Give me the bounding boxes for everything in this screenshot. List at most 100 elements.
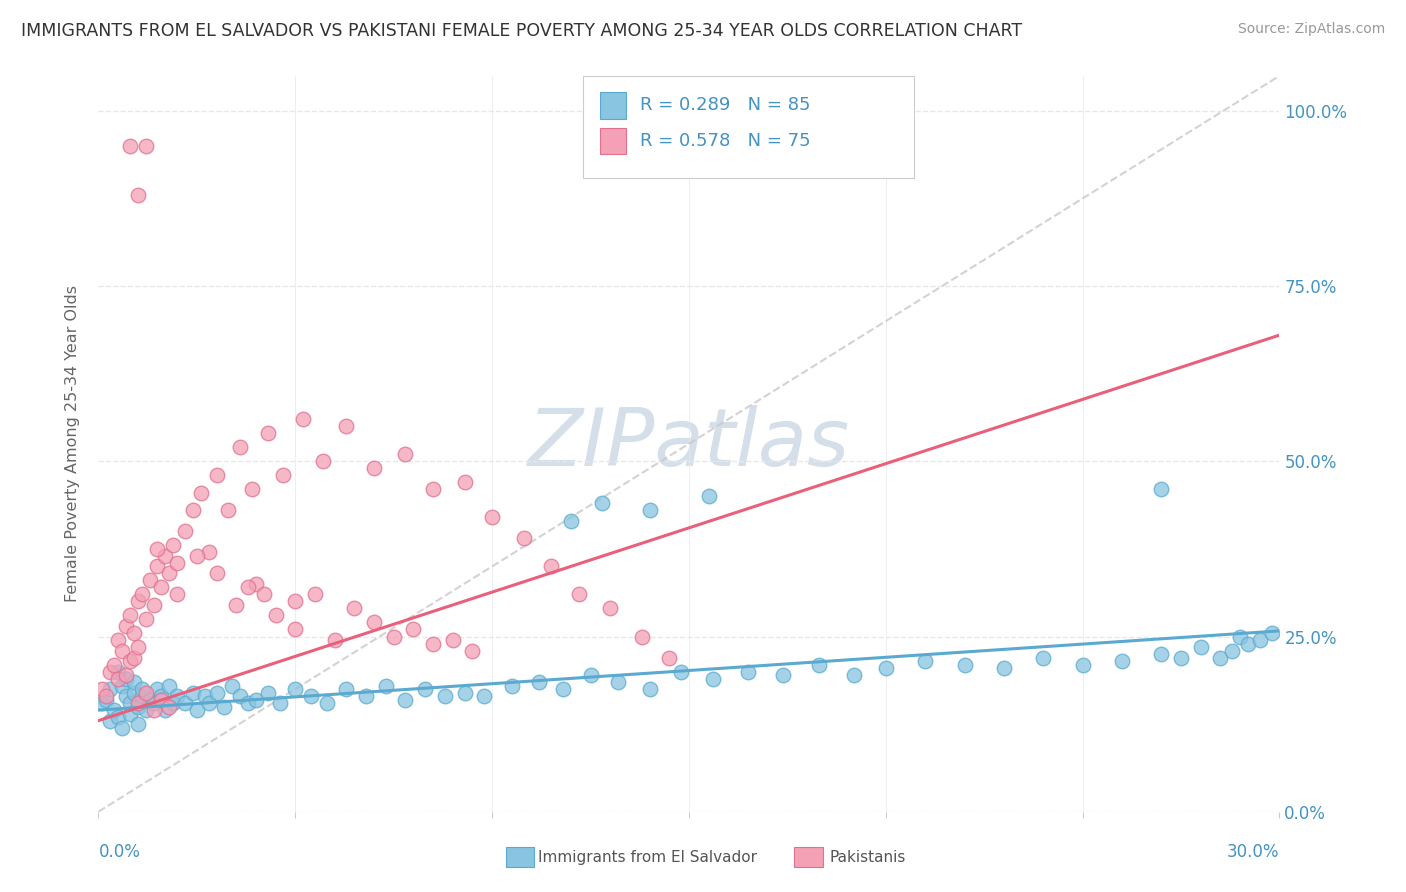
Point — [166, 556, 188, 570]
Point — [127, 188, 149, 202]
Point — [127, 594, 149, 608]
Point — [135, 139, 157, 153]
Point — [138, 692, 160, 706]
Point — [1189, 640, 1212, 654]
Point — [501, 679, 523, 693]
Point — [284, 623, 307, 637]
Point — [540, 559, 562, 574]
Point — [107, 665, 129, 679]
Text: IMMIGRANTS FROM EL SALVADOR VS PAKISTANI FEMALE POVERTY AMONG 25-34 YEAR OLDS CO: IMMIGRANTS FROM EL SALVADOR VS PAKISTANI… — [21, 22, 1022, 40]
Point — [181, 685, 204, 699]
Point — [146, 541, 169, 556]
Point — [107, 633, 129, 648]
Point — [229, 689, 252, 703]
Point — [118, 696, 141, 710]
Point — [127, 640, 149, 654]
Point — [807, 657, 830, 672]
Point — [103, 657, 125, 672]
Point — [1220, 643, 1243, 657]
Point — [844, 668, 866, 682]
Point — [363, 461, 385, 475]
Point — [413, 682, 436, 697]
Point — [875, 661, 897, 675]
Point — [737, 665, 759, 679]
Point — [181, 503, 204, 517]
Point — [245, 577, 267, 591]
Point — [166, 587, 188, 601]
Point — [98, 665, 121, 679]
Point — [335, 419, 357, 434]
Point — [115, 689, 138, 703]
Text: Immigrants from El Salvador: Immigrants from El Salvador — [538, 850, 758, 864]
Point — [135, 612, 157, 626]
Point — [292, 412, 315, 426]
Point — [993, 661, 1015, 675]
Point — [115, 668, 138, 682]
Point — [599, 601, 621, 615]
Point — [453, 475, 475, 490]
Point — [245, 692, 267, 706]
Point — [131, 682, 153, 697]
Text: R = 0.289   N = 85: R = 0.289 N = 85 — [640, 96, 810, 114]
Point — [343, 601, 366, 615]
Point — [115, 672, 138, 686]
Point — [98, 682, 121, 697]
Point — [122, 626, 145, 640]
Point — [103, 703, 125, 717]
Point — [253, 587, 276, 601]
Point — [560, 514, 582, 528]
Point — [472, 689, 495, 703]
Point — [131, 689, 153, 703]
Point — [551, 682, 574, 697]
Point — [529, 675, 551, 690]
Point — [107, 710, 129, 724]
Point — [205, 685, 228, 699]
Point — [166, 689, 188, 703]
Point — [1032, 650, 1054, 665]
Point — [142, 696, 165, 710]
Point — [264, 608, 287, 623]
Point — [433, 689, 456, 703]
Point — [568, 587, 591, 601]
Point — [422, 483, 444, 497]
Point — [953, 657, 976, 672]
Point — [363, 615, 385, 630]
Point — [1209, 650, 1232, 665]
Point — [240, 483, 263, 497]
Point — [150, 581, 173, 595]
Point — [174, 524, 197, 539]
Y-axis label: Female Poverty Among 25-34 Year Olds: Female Poverty Among 25-34 Year Olds — [65, 285, 80, 602]
Point — [1170, 650, 1192, 665]
Point — [394, 447, 416, 461]
Point — [658, 650, 681, 665]
Point — [111, 721, 134, 735]
Point — [127, 696, 149, 710]
Point — [131, 587, 153, 601]
Point — [221, 679, 243, 693]
Point — [304, 587, 326, 601]
Point — [157, 699, 180, 714]
Point — [96, 692, 118, 706]
Text: R = 0.578   N = 75: R = 0.578 N = 75 — [640, 132, 810, 150]
Point — [142, 598, 165, 612]
Text: ZIPatlas: ZIPatlas — [527, 405, 851, 483]
Point — [111, 643, 134, 657]
Point — [638, 503, 661, 517]
Text: Source: ZipAtlas.com: Source: ZipAtlas.com — [1237, 22, 1385, 37]
Point — [118, 706, 141, 721]
Point — [135, 685, 157, 699]
Point — [1249, 633, 1271, 648]
Point — [127, 717, 149, 731]
Point — [91, 682, 114, 697]
Point — [236, 581, 259, 595]
Point — [323, 633, 346, 648]
Point — [186, 703, 208, 717]
Point — [453, 685, 475, 699]
Point — [638, 682, 661, 697]
Point — [155, 549, 177, 563]
Point — [1237, 636, 1260, 650]
Point — [1260, 626, 1282, 640]
Point — [229, 440, 252, 454]
Point — [1150, 483, 1173, 497]
Point — [591, 496, 613, 510]
